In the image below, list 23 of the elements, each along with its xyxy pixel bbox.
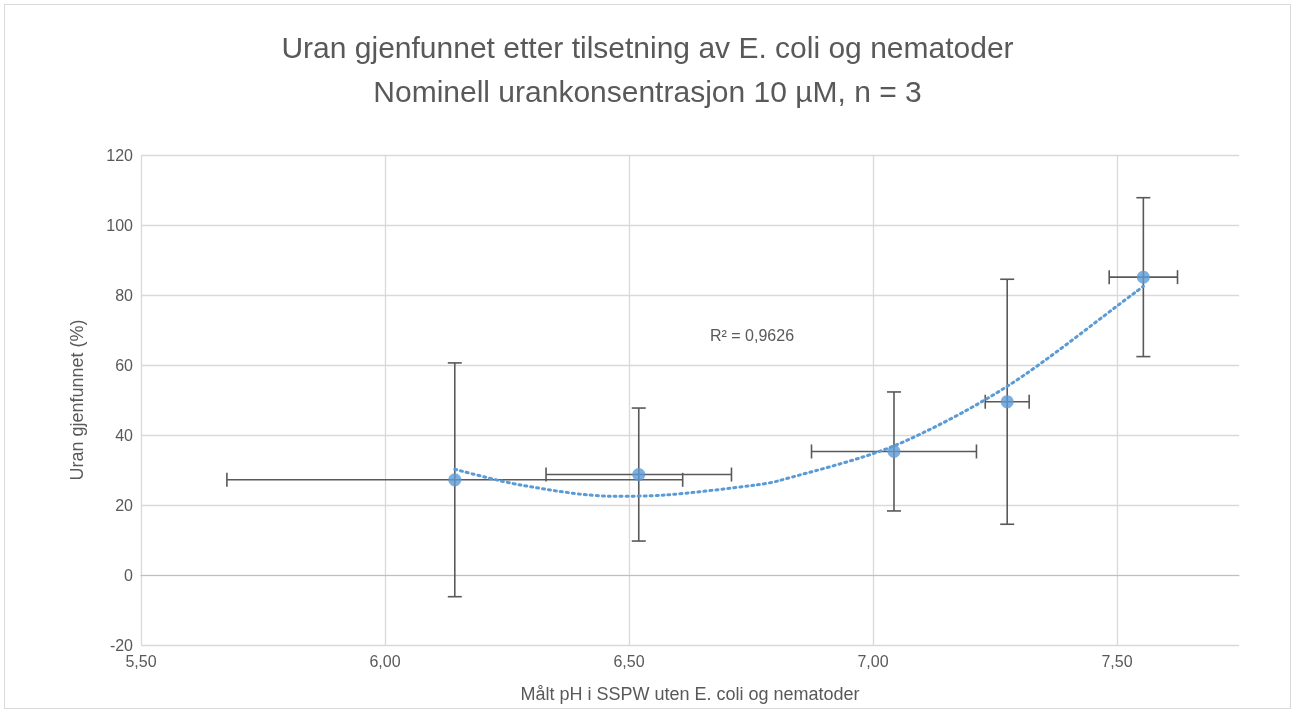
annotation: R² = 0,9626 — [710, 326, 795, 344]
y-axis-title: Uran gjenfunnet (%) — [67, 319, 87, 481]
x-tick-label: 7,00 — [857, 652, 889, 670]
x-tick-label: 6,00 — [369, 652, 401, 670]
x-axis-title: Målt pH i SSPW uten E. coli og nematoder — [520, 684, 860, 704]
point — [448, 473, 462, 487]
point — [1000, 395, 1014, 409]
y-tick-label: 80 — [115, 286, 134, 304]
y-tick-label: 120 — [106, 146, 134, 164]
x-tick-label: 7,50 — [1101, 652, 1133, 670]
point — [887, 444, 901, 458]
y-tick-label: -20 — [109, 636, 134, 654]
y-tick-label: 60 — [115, 356, 134, 374]
y-tick-label: 0 — [124, 566, 134, 584]
x-tick-label: 6,50 — [613, 652, 645, 670]
point — [632, 468, 646, 482]
y-tick-label: 20 — [115, 496, 134, 514]
point — [1136, 270, 1150, 284]
y-tick-label: 100 — [106, 216, 134, 234]
chart-subtitle: Nominell urankonsentrasjon 10 µM, n = 3 — [373, 74, 922, 108]
y-tick-label: 40 — [115, 426, 134, 444]
chart-title: Uran gjenfunnet etter tilsetning av E. coli og nematoder — [281, 30, 1014, 64]
x-tick-label: 5,50 — [125, 652, 157, 670]
